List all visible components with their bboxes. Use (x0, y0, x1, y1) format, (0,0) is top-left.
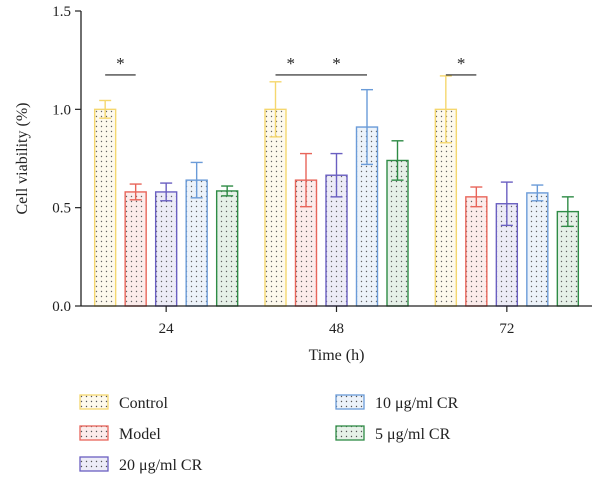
bar-pattern (526, 192, 548, 306)
legend-label: 20 μg/ml CR (119, 457, 203, 474)
legend-label: 10 μg/ml CR (375, 395, 459, 412)
legend-swatch-outline (79, 456, 109, 472)
bar-pattern (216, 190, 238, 306)
legend-label: Model (119, 426, 161, 443)
bar-pattern (326, 175, 347, 306)
legend-swatch-pattern (336, 426, 364, 440)
bar-pattern (496, 203, 518, 306)
legend-swatch-pattern (80, 395, 108, 409)
significance-marker: * (332, 54, 341, 73)
bar-pattern (435, 109, 457, 306)
bar-pattern (387, 160, 408, 306)
legend-swatch-pattern (80, 457, 108, 471)
significance-marker: * (287, 54, 296, 73)
legend-swatch-outline (335, 425, 365, 441)
bar-pattern (557, 211, 579, 306)
legend-swatch-outline (79, 425, 109, 441)
legend: Control 10 μg/ml CR Model 5 μg/ml CR 20 μg/m… (79, 394, 459, 474)
bar-pattern (465, 196, 487, 306)
axes: 0.0 0.5 1.0 1.5 24 48 72 (52, 4, 592, 337)
legend-swatch-pattern (80, 426, 108, 440)
x-axis-label: Time (h) (309, 347, 365, 364)
y-axis-label: Cell viability (%) (14, 103, 31, 215)
bar-pattern (94, 109, 116, 306)
bar-pattern (125, 191, 147, 306)
x-tick-label: 72 (499, 321, 514, 337)
bar-pattern (356, 127, 378, 307)
legend-swatch-outline (335, 394, 365, 410)
legend-swatch-outline (79, 394, 109, 410)
significance-marker: * (116, 54, 125, 73)
bar-pattern (155, 191, 177, 306)
x-tick-label: 48 (329, 321, 344, 337)
y-tick-label: 0.0 (52, 299, 71, 315)
legend-swatch-pattern (336, 395, 364, 409)
significance-marker: * (457, 54, 466, 73)
bar-pattern (295, 180, 317, 306)
y-tick-label: 0.5 (52, 201, 71, 217)
x-tick-label: 24 (159, 321, 175, 337)
legend-label: 5 μg/ml CR (375, 426, 451, 443)
bar-pattern (186, 180, 208, 306)
plot-area: * * * * (93, 54, 580, 307)
y-tick-label: 1.5 (52, 4, 71, 20)
legend-label: Control (119, 395, 168, 412)
y-tick-label: 1.0 (52, 102, 71, 118)
bar-pattern (265, 109, 286, 306)
